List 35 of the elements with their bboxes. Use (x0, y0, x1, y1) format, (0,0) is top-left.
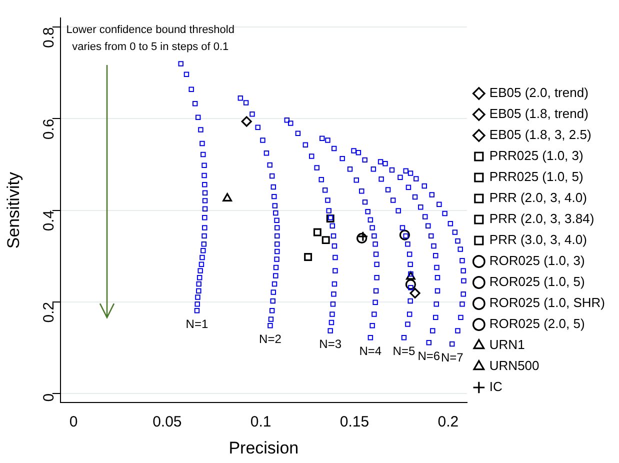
legend-label: EB05 (2.0, trend) (489, 85, 588, 100)
x-tick-label: 0.1 (250, 414, 272, 431)
legend-label: ROR025 (1.0, 3) (489, 253, 585, 268)
annotation: N=2 (259, 332, 282, 346)
y-tick-label: 0.6 (40, 118, 58, 140)
legend-label: ROR025 (1.0, 5) (489, 274, 585, 290)
annotation: N=6 (418, 348, 440, 363)
annotation: N=4 (359, 344, 382, 358)
annotation: Lower confidence bound threshold varies from 0 to 5 in steps of 0.1 (66, 24, 234, 54)
y-tick-label: 0.4 (40, 210, 58, 232)
legend-label: ROR025 (2.0, 5) (489, 316, 585, 332)
legend-label: URN500 (489, 358, 540, 374)
x-tick-label: 0.15 (340, 414, 370, 431)
y-tick-label: 0 (40, 393, 58, 402)
legend-label: PRR (2.0, 3, 3.84) (489, 211, 594, 226)
annotation: N=5 (392, 344, 416, 358)
legend-label: ROR025 (1.0, SHR) (489, 295, 606, 310)
legend-label: PRR025 (1.0, 5) (489, 169, 584, 184)
legend-label: URN1 (489, 337, 525, 352)
legend-label: IC (489, 379, 502, 394)
legend-label: PRR (2.0, 3, 4.0) (489, 190, 587, 206)
x-axis-title: Precision (228, 438, 299, 458)
annotation: N=7 (440, 350, 464, 364)
y-axis-title: Sensitivity (4, 172, 23, 249)
legend-label: PRR025 (1.0, 3) (489, 148, 584, 164)
x-tick-label: 0 (69, 414, 78, 431)
legend-label: EB05 (1.8, trend) (489, 106, 588, 122)
x-tick-label: 0.2 (438, 414, 459, 431)
y-tick-label: 0.2 (40, 302, 58, 323)
annotation: N=3 (319, 337, 342, 352)
legend-label: EB05 (1.8, 3, 2.5) (489, 127, 592, 142)
x-tick-label: 0.05 (152, 414, 182, 431)
legend-label: PRR (3.0, 3, 4.0) (489, 232, 587, 248)
annotation: N=1 (186, 316, 208, 331)
y-tick-label: 0.8 (40, 27, 58, 48)
